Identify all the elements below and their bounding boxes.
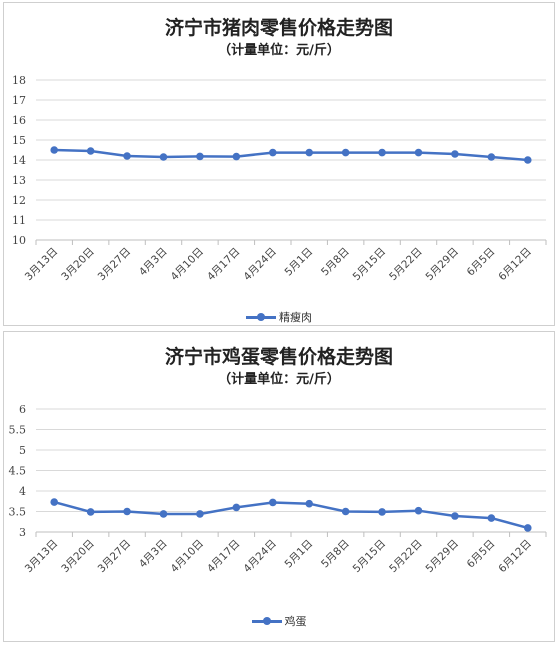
x-tick-label: 3月20日: [59, 246, 97, 284]
x-tick-label: 4月24日: [241, 538, 279, 576]
x-tick-label: 4月17日: [205, 246, 243, 284]
x-tick-label: 4月3日: [137, 246, 170, 279]
chart-subtitle: （计量单位：元/斤）: [218, 43, 340, 58]
legend-line-marker-icon: [251, 616, 282, 626]
data-point: [523, 524, 532, 532]
data-point: [50, 146, 59, 154]
y-tick-label: 10: [12, 234, 26, 247]
data-point: [232, 152, 241, 161]
x-tick-label: 5月15日: [351, 538, 389, 576]
x-tick-label: 5月29日: [424, 246, 462, 284]
x-tick-label: 6月5日: [465, 538, 498, 571]
data-point: [451, 150, 459, 158]
data-point: [123, 507, 131, 516]
x-tick-label: 4月10日: [169, 538, 207, 576]
legend-line-marker-icon: [246, 312, 276, 322]
chart-subtitle: （计量单位：元/斤）: [218, 372, 340, 387]
data-point: [414, 148, 423, 157]
data-point: [159, 510, 168, 518]
x-tick-label: 6月12日: [496, 246, 534, 284]
series-line: [54, 148, 528, 162]
y-tick-label: 14: [12, 154, 26, 167]
x-tick-label: 4月24日: [241, 246, 279, 284]
egg-price-chart-panel: 济宁市鸡蛋零售价格走势图 （计量单位：元/斤） 3 3.5 4 4.5 5 5.5 6 3月1…: [3, 331, 555, 642]
chart-legend: 鸡蛋: [4, 613, 554, 629]
data-point: [378, 148, 386, 157]
y-tick-label: 16: [12, 114, 26, 127]
data-point: [123, 152, 131, 160]
y-tick-label: 13: [12, 174, 26, 187]
x-tick-label: 3月13日: [23, 538, 61, 576]
series-line: [53, 500, 529, 530]
chart-title: 济宁市鸡蛋零售价格走势图: [164, 346, 393, 368]
data-point: [232, 503, 241, 512]
y-tick-label: 11: [12, 214, 26, 227]
y-tick-label: 5.5: [9, 424, 27, 437]
y-tick-label: 12: [12, 194, 26, 207]
data-point: [523, 156, 532, 164]
data-point: [159, 153, 168, 161]
x-tick-label: 5月1日: [283, 538, 316, 571]
data-point: [50, 498, 59, 506]
x-tick-label: 5月1日: [283, 246, 316, 279]
x-tick-label: 5月8日: [319, 538, 352, 571]
x-tick-label: 5月15日: [351, 246, 389, 284]
data-point: [86, 147, 95, 155]
x-tick-label: 6月5日: [465, 246, 498, 279]
data-point: [196, 510, 204, 518]
data-point: [378, 508, 386, 516]
data-point: [414, 506, 423, 515]
data-point: [196, 152, 204, 161]
data-point: [305, 499, 314, 508]
x-tick-label: 4月10日: [169, 246, 207, 284]
x-tick-label: 6月12日: [496, 538, 534, 576]
x-tick-label: 3月27日: [96, 246, 134, 284]
data-point: [268, 498, 277, 507]
y-tick-label: 4.5: [9, 465, 27, 478]
x-tick-label: 5月29日: [424, 538, 462, 576]
x-tick-label: 3月27日: [96, 538, 134, 576]
data-point: [487, 514, 496, 522]
y-tick-label: 17: [12, 94, 26, 107]
y-tick-label: 5: [19, 444, 26, 457]
legend-label: 鸡蛋: [284, 615, 307, 628]
data-point: [86, 508, 95, 516]
x-tick-label: 5月22日: [387, 538, 425, 576]
data-point: [268, 148, 277, 157]
y-tick-label: 18: [12, 74, 26, 87]
x-tick-label: 3月13日: [23, 246, 61, 284]
data-point: [451, 512, 459, 520]
y-tick-label: 4: [19, 485, 26, 498]
x-tick-label: 4月3日: [137, 538, 170, 571]
legend-label: 精瘦肉: [279, 311, 312, 324]
data-point: [341, 507, 350, 516]
y-tick-label: 3: [19, 526, 26, 539]
chart-legend: 精瘦肉: [4, 309, 554, 325]
x-tick-label: 5月8日: [319, 246, 352, 279]
pork-price-chart-panel: 济宁市猪肉零售价格走势图 （计量单位：元/斤） 10 11 12 13 14 15 16 17…: [3, 2, 555, 326]
data-point: [341, 148, 350, 157]
x-tick-label: 4月17日: [205, 538, 243, 576]
x-tick-label: 5月22日: [387, 246, 425, 284]
y-tick-label: 3.5: [9, 506, 27, 519]
data-point: [487, 153, 496, 161]
y-tick-label: 15: [12, 134, 26, 147]
data-point: [305, 148, 314, 157]
y-tick-label: 6: [19, 403, 26, 416]
chart-title: 济宁市猪肉零售价格走势图: [164, 17, 393, 39]
x-tick-label: 3月20日: [59, 538, 97, 576]
